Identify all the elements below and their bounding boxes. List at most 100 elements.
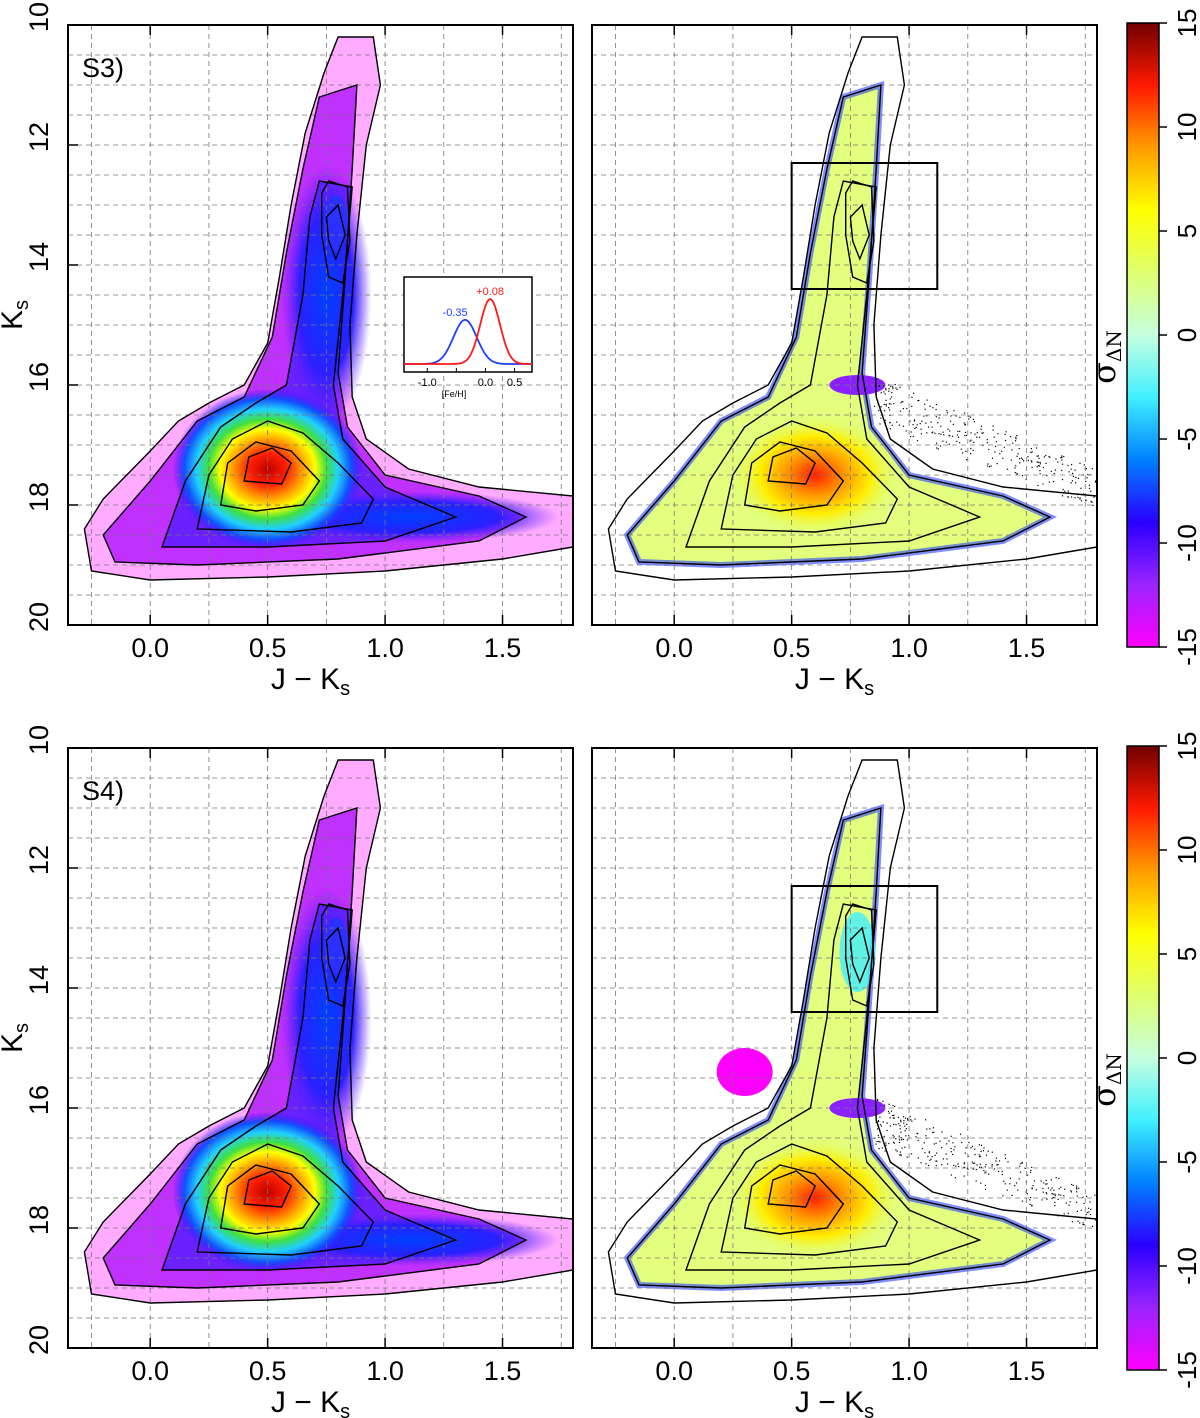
point	[980, 1144, 983, 1146]
point	[936, 1160, 938, 1162]
point	[921, 420, 923, 422]
point	[930, 421, 932, 423]
point	[936, 1152, 938, 1154]
point	[1061, 495, 1064, 497]
point	[893, 1114, 895, 1116]
contour-7	[845, 180, 875, 284]
contour-8	[325, 926, 346, 984]
point	[1063, 455, 1065, 458]
contours	[83, 759, 574, 1304]
x-tick-label: 1.0	[366, 633, 404, 663]
point	[1076, 1187, 1078, 1189]
point	[984, 1184, 986, 1186]
point	[1054, 1195, 1056, 1197]
point	[875, 1143, 877, 1145]
contour-2	[626, 807, 1052, 1289]
point	[894, 384, 896, 386]
inset-tick-label: 0.5	[507, 377, 522, 389]
point	[1088, 1211, 1090, 1213]
point	[1027, 459, 1029, 461]
point	[910, 1153, 913, 1155]
point	[1029, 1171, 1032, 1174]
point	[950, 1174, 952, 1176]
point	[1004, 1154, 1006, 1156]
point	[939, 445, 942, 447]
point	[976, 436, 978, 438]
colorbar-tick-label: 10	[1172, 113, 1200, 142]
point	[1063, 1213, 1065, 1215]
point	[1061, 459, 1063, 461]
point	[1060, 1186, 1062, 1188]
point	[1088, 487, 1091, 489]
contour-8	[849, 203, 870, 261]
point	[1015, 440, 1017, 442]
point	[1031, 1166, 1033, 1168]
x-tick-label: 1.0	[366, 1356, 404, 1386]
point	[1007, 1161, 1009, 1163]
point	[1052, 1196, 1054, 1198]
colorbar-gradient	[1126, 22, 1160, 648]
x-axis-title: J − Ks	[795, 663, 874, 700]
point	[916, 440, 919, 442]
y-tick-label: 20	[24, 602, 54, 632]
point	[902, 408, 904, 410]
grid-lines	[592, 25, 1097, 625]
point	[1041, 1199, 1043, 1201]
y-tick-label: 16	[24, 362, 54, 392]
point	[962, 452, 964, 454]
point	[942, 431, 944, 433]
point	[1077, 496, 1079, 499]
point	[987, 465, 989, 467]
point	[879, 1124, 881, 1126]
point	[1017, 453, 1019, 455]
y-axis-title-sub: s	[11, 1023, 33, 1033]
point	[1031, 1187, 1033, 1189]
point	[1039, 465, 1041, 467]
point	[963, 1163, 965, 1165]
point	[914, 1118, 916, 1120]
plot-frame	[591, 747, 1098, 1349]
point	[1030, 451, 1032, 453]
point	[893, 1123, 895, 1125]
point	[938, 417, 940, 419]
point	[1085, 1214, 1087, 1216]
contour-1	[607, 36, 1098, 581]
point	[1046, 1183, 1048, 1185]
point	[1001, 1173, 1003, 1176]
point	[1021, 475, 1024, 477]
point	[1032, 1185, 1034, 1187]
y-tick-label: 14	[24, 242, 54, 272]
point	[878, 1148, 880, 1150]
selection-box	[790, 162, 939, 290]
point	[933, 1131, 935, 1133]
point	[896, 388, 898, 390]
point	[980, 428, 982, 430]
point	[1086, 1212, 1088, 1214]
point	[1046, 1198, 1048, 1200]
contour-4	[196, 420, 375, 533]
point	[1016, 472, 1018, 474]
point	[1071, 480, 1074, 482]
point	[1006, 1189, 1008, 1191]
point	[1009, 1177, 1011, 1179]
point	[989, 466, 991, 468]
point	[1070, 1190, 1072, 1192]
point	[873, 405, 876, 407]
point	[984, 1166, 986, 1168]
point	[880, 406, 882, 408]
point	[952, 423, 954, 425]
point	[934, 432, 936, 434]
point	[963, 1166, 965, 1168]
point	[990, 465, 992, 467]
point	[907, 1118, 909, 1120]
point	[998, 1170, 1000, 1173]
point	[1038, 457, 1040, 459]
point	[924, 1152, 926, 1154]
point	[946, 1143, 948, 1145]
point	[931, 432, 933, 434]
point	[1037, 465, 1040, 467]
colorbar-tick-label: -15	[1172, 1351, 1200, 1389]
point	[964, 434, 966, 437]
point	[1027, 456, 1029, 458]
